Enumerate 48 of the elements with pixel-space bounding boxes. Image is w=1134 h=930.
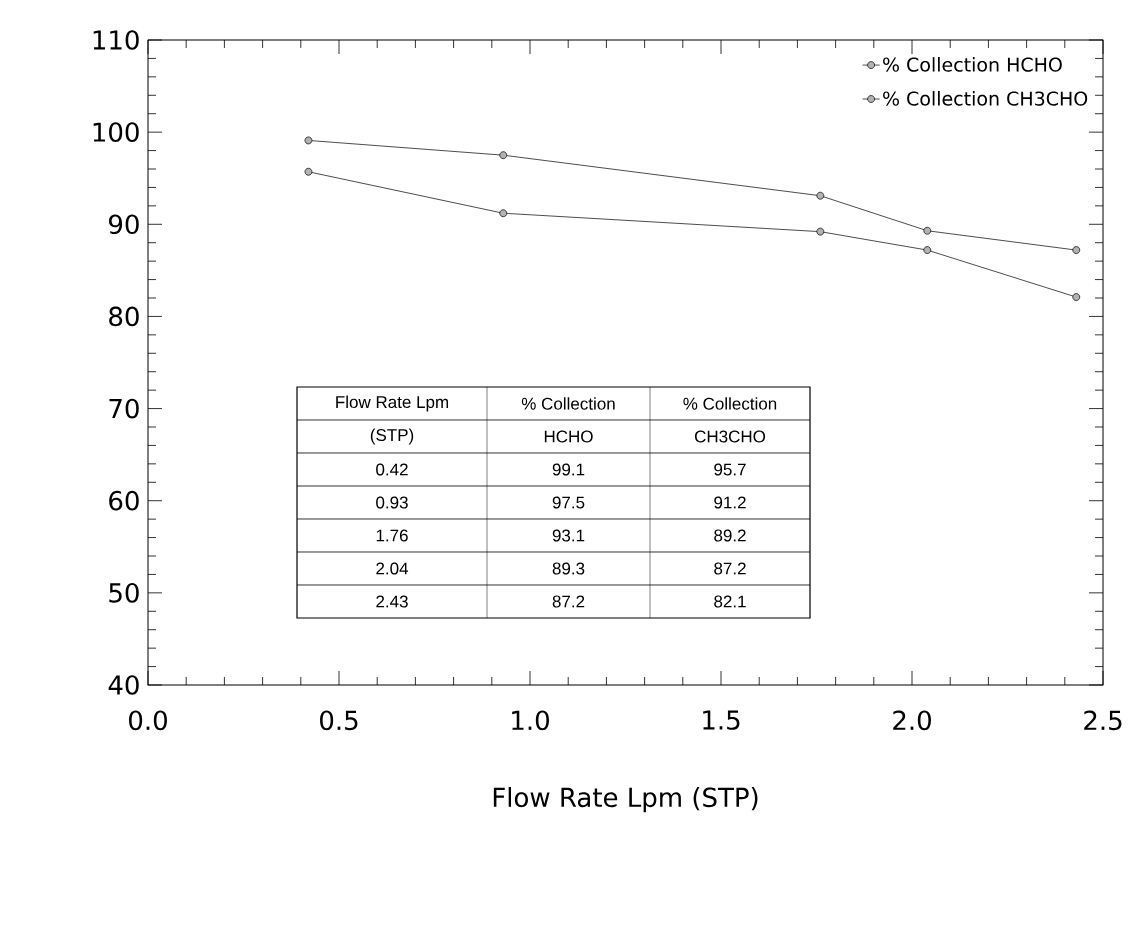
point <box>304 167 313 176</box>
annotation: 0.93 <box>376 496 408 509</box>
annotation: 2.43 <box>376 595 408 608</box>
y-tick-label: 50 <box>109 583 139 603</box>
x-tick-label: 2.5 <box>1084 710 1122 731</box>
point <box>499 151 508 160</box>
legend-label: % Collection HCHO <box>883 57 1062 72</box>
annotation: Flow Rate Lpm <box>336 395 449 412</box>
annotation: 89.3 <box>552 562 585 575</box>
point <box>1072 246 1081 254</box>
annotation: 2.04 <box>376 562 409 575</box>
annotation: 95.7 <box>714 463 746 476</box>
x-tick-label: 1.5 <box>703 710 740 730</box>
y-tick-label: 40 <box>108 675 139 695</box>
point <box>816 227 825 236</box>
annotation: 97.5 <box>552 496 585 509</box>
point <box>499 209 508 218</box>
annotation: 93.1 <box>552 529 585 542</box>
annotation: % Collection <box>683 397 777 410</box>
y-tick-label: 100 <box>93 122 139 142</box>
annotation: 99.1 <box>552 463 585 476</box>
point <box>1072 293 1081 301</box>
y-tick-label: 90 <box>109 214 139 235</box>
y-tick-label: 70 <box>109 398 139 419</box>
annotation: 89.2 <box>714 529 746 542</box>
annotation: % Collection <box>521 397 615 410</box>
annotation: 87.2 <box>714 562 746 575</box>
point <box>304 136 313 145</box>
x-tick-label: 1.0 <box>512 710 549 731</box>
annotation: 0.42 <box>376 463 408 476</box>
annotation: 82.1 <box>714 595 746 608</box>
y-tick-label: 60 <box>109 490 139 511</box>
x-tick-label: 2.0 <box>893 710 931 731</box>
point <box>923 226 932 235</box>
annotation: CH3CHO <box>694 430 766 443</box>
point <box>816 191 825 200</box>
legend-label: % Collection CH3CHO <box>883 91 1088 106</box>
x-tick-label: 0.5 <box>320 710 358 731</box>
annotation: HCHO <box>544 430 593 443</box>
x-tick-label: 0.0 <box>129 710 167 731</box>
annotation: 87.2 <box>552 595 585 608</box>
annotation: (STP) <box>370 428 414 445</box>
y-tick-label: 110 <box>93 30 139 50</box>
annotation: 91.2 <box>714 496 746 509</box>
annotation: 1.76 <box>376 529 408 542</box>
point <box>923 246 932 254</box>
x-axis-title: Flow Rate Lpm (STP) <box>493 787 758 813</box>
y-tick-label: 80 <box>109 306 139 327</box>
